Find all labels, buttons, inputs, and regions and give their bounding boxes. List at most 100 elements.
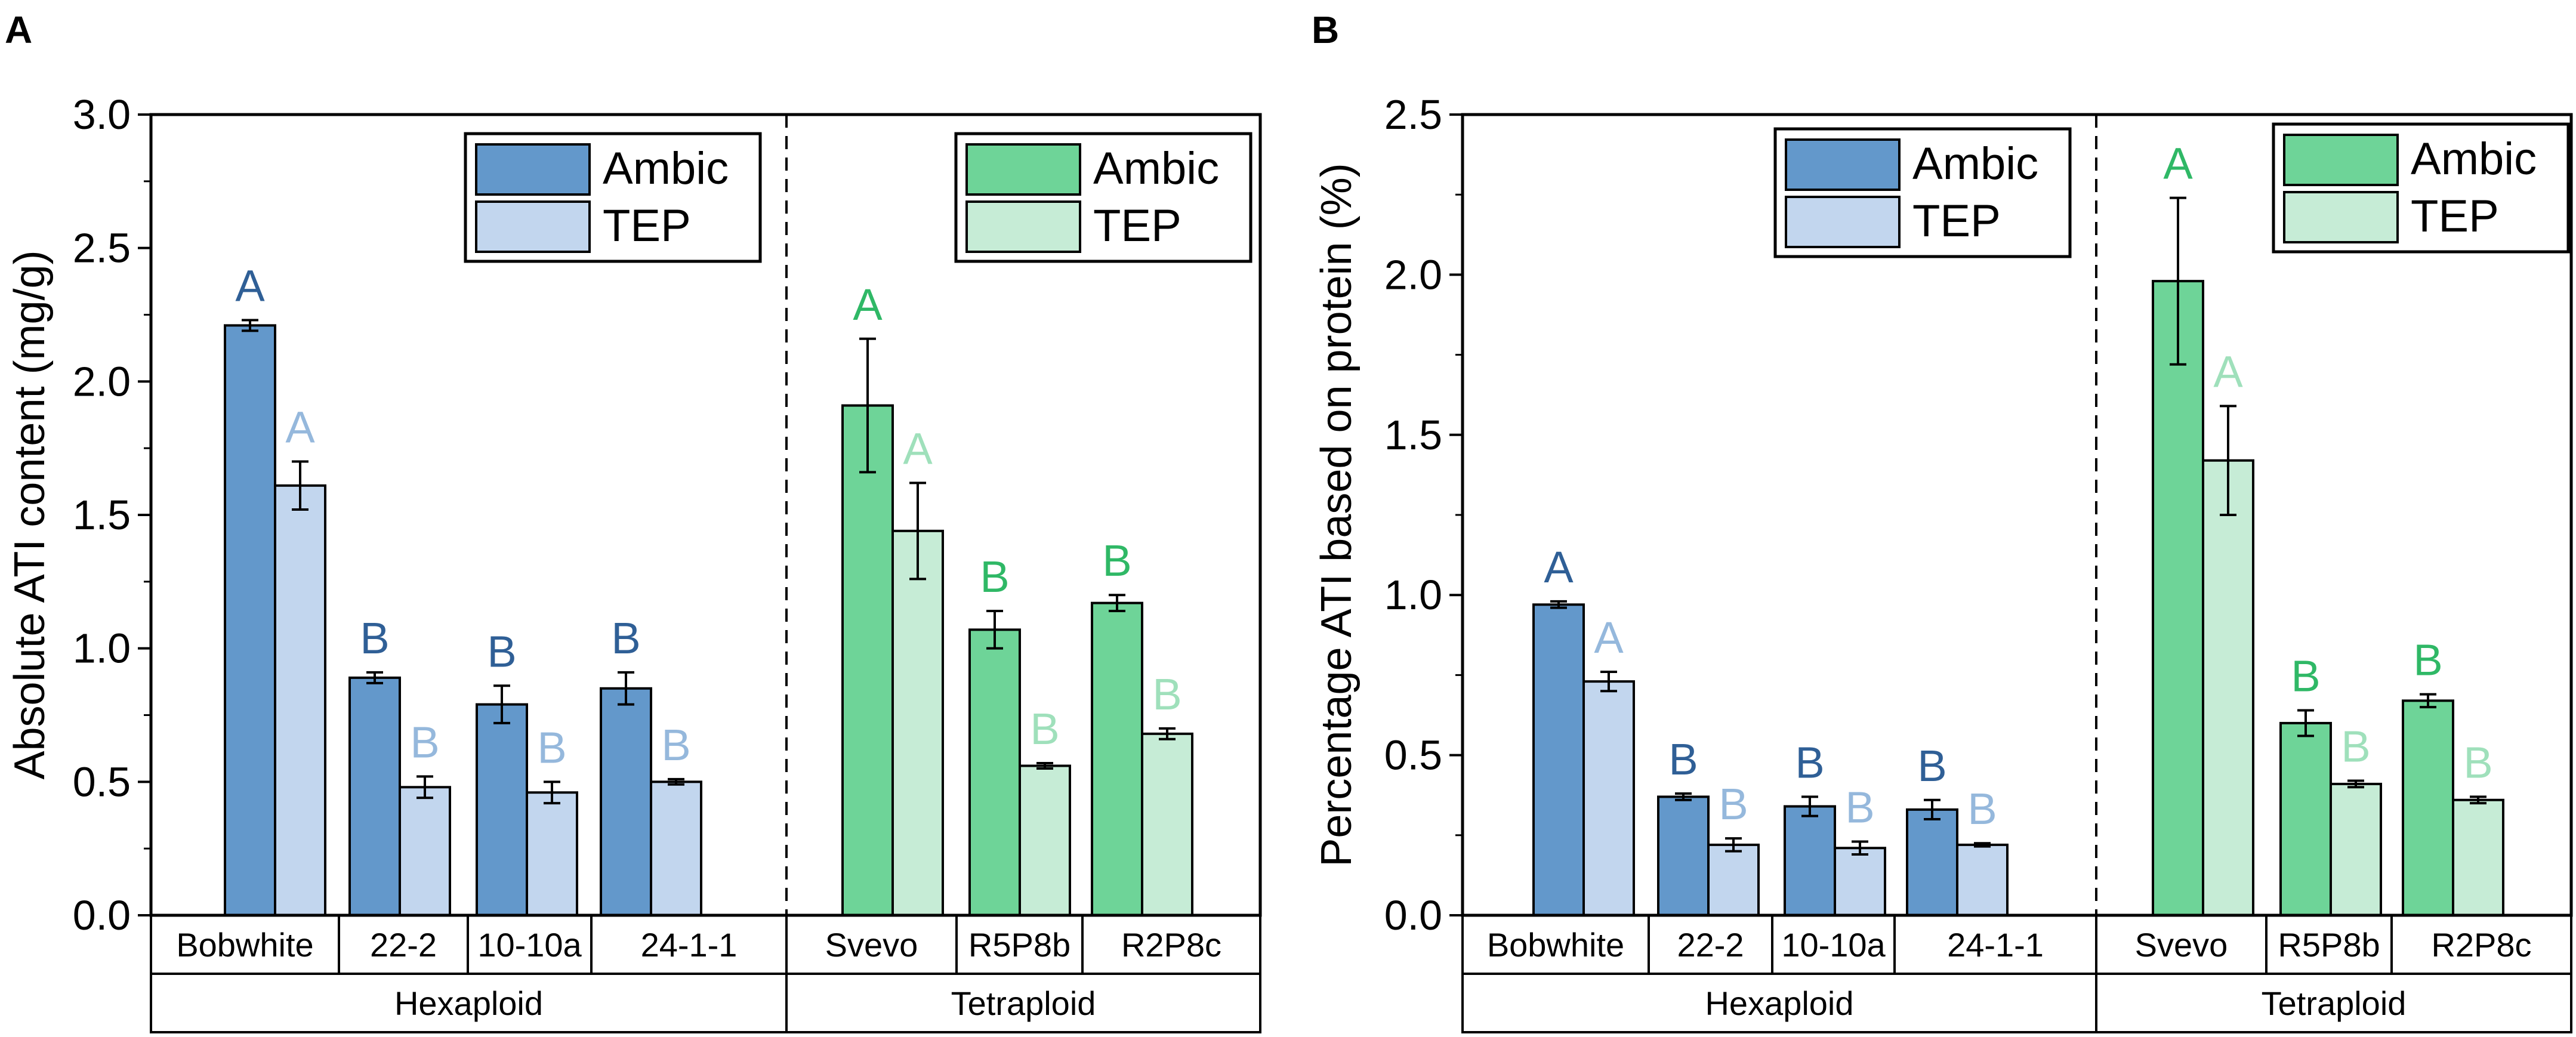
category-label: 10-10a bbox=[477, 926, 582, 964]
legend-label: Ambic bbox=[2411, 134, 2537, 184]
category-label: Bobwhite bbox=[1487, 926, 1624, 964]
bar-ambic bbox=[224, 324, 276, 916]
y-tick-label: 0.5 bbox=[73, 758, 131, 805]
legend-swatch bbox=[2283, 191, 2399, 243]
bar-ambic bbox=[968, 628, 1021, 917]
legend-tetraploid: Ambic TEP bbox=[954, 132, 1252, 263]
significance-letter: A bbox=[285, 403, 315, 452]
y-axis-label: Percentage ATI based on protein (%) bbox=[1313, 163, 1361, 866]
y-tick-label: 2.0 bbox=[73, 358, 131, 405]
y-tick-label: 3.0 bbox=[73, 91, 131, 138]
significance-letter: A bbox=[235, 261, 265, 310]
y-tick-label: 2.5 bbox=[73, 225, 131, 271]
bar-tep bbox=[1956, 843, 2009, 917]
significance-letter: B bbox=[1845, 783, 1874, 832]
bar-tep bbox=[650, 780, 702, 917]
legend-swatch bbox=[1785, 196, 1901, 248]
significance-letter: A bbox=[1544, 542, 1574, 592]
significance-letter: B bbox=[661, 720, 690, 770]
bar-ambic bbox=[1532, 603, 1585, 916]
significance-letter: B bbox=[1030, 704, 1059, 754]
bar-tep bbox=[1019, 764, 1071, 916]
legend-label: Ambic bbox=[1093, 143, 1219, 194]
significance-letter: B bbox=[1967, 784, 1997, 834]
category-label: 10-10a bbox=[1781, 926, 1886, 964]
y-tick-label: 2.0 bbox=[1384, 251, 1442, 298]
bar-ambic bbox=[1091, 601, 1143, 916]
legend-swatch bbox=[965, 200, 1081, 253]
legend-label: TEP bbox=[2411, 191, 2499, 242]
category-label: 24-1-1 bbox=[641, 926, 738, 964]
y-tick-label: 0.0 bbox=[73, 892, 131, 939]
significance-letter: A bbox=[853, 280, 883, 329]
bar-tep bbox=[891, 529, 944, 916]
legend-swatch bbox=[475, 200, 591, 253]
legend-tetraploid: Ambic TEP bbox=[2272, 122, 2570, 254]
y-tick-label: 2.5 bbox=[1384, 91, 1442, 138]
significance-letter: A bbox=[2163, 139, 2193, 189]
significance-letter: B bbox=[1668, 734, 1698, 784]
significance-letter: B bbox=[1795, 737, 1824, 787]
y-tick-label: 1.0 bbox=[1384, 572, 1442, 618]
significance-letter: B bbox=[537, 723, 566, 772]
legend-label: TEP bbox=[603, 200, 691, 251]
bar-tep bbox=[1582, 680, 1635, 916]
bar-tep bbox=[2452, 798, 2504, 916]
significance-letter: B bbox=[980, 552, 1009, 601]
panel-label: A bbox=[5, 8, 32, 51]
significance-letter: B bbox=[1102, 536, 1131, 585]
category-label: R5P8b bbox=[2278, 926, 2380, 964]
legend-swatch bbox=[2283, 134, 2399, 186]
significance-letter: B bbox=[360, 613, 389, 663]
bar-ambic bbox=[476, 703, 528, 917]
category-label: 24-1-1 bbox=[1947, 926, 2044, 964]
bar-ambic bbox=[1657, 795, 1710, 917]
bar-tep bbox=[274, 484, 326, 916]
group-label: Tetraploid bbox=[2262, 984, 2407, 1022]
legend-swatch bbox=[965, 143, 1081, 196]
bar-tep bbox=[1707, 843, 1760, 917]
y-tick-label: 0.0 bbox=[1384, 892, 1442, 939]
bar-ambic bbox=[1906, 808, 1958, 916]
significance-letter: B bbox=[1152, 669, 1181, 719]
y-tick-label: 1.0 bbox=[73, 625, 131, 672]
significance-letter: B bbox=[1719, 779, 1748, 829]
legend-label: TEP bbox=[1912, 196, 2001, 246]
significance-letter: B bbox=[410, 717, 439, 767]
category-label: R5P8b bbox=[968, 926, 1070, 964]
category-label: 22-2 bbox=[1677, 926, 1744, 964]
significance-letter: B bbox=[611, 613, 640, 663]
significance-letter: A bbox=[903, 424, 933, 473]
bar-ambic bbox=[2152, 280, 2204, 916]
significance-letter: B bbox=[2463, 737, 2492, 787]
bar-ambic bbox=[348, 676, 401, 916]
legend-swatch bbox=[1785, 138, 1901, 191]
y-tick-label: 1.5 bbox=[1384, 412, 1442, 458]
panel-A: A Absolute ATI content (mg/g) 0.0 0.5 1.0 1.5… bbox=[5, 8, 1262, 1033]
legend-label: Ambic bbox=[1912, 138, 2038, 189]
significance-letter: B bbox=[2341, 722, 2370, 771]
legend-swatch bbox=[475, 143, 591, 196]
panel-B: B Percentage ATI based on protein (%) 0.0 0… bbox=[1312, 8, 2573, 1033]
category-label: 22-2 bbox=[370, 926, 437, 964]
group-label: Hexaploid bbox=[1705, 984, 1853, 1022]
bar-ambic bbox=[1784, 805, 1836, 917]
category-label: Svevo bbox=[2135, 926, 2228, 964]
category-label: Bobwhite bbox=[176, 926, 313, 964]
bar-tep bbox=[1141, 732, 1193, 917]
legend-label: Ambic bbox=[603, 143, 729, 194]
significance-letter: B bbox=[487, 626, 516, 676]
panel-label: B bbox=[1312, 8, 1339, 51]
bar-ambic bbox=[600, 687, 652, 917]
bar-tep bbox=[399, 786, 451, 917]
significance-letter: B bbox=[1917, 741, 1946, 791]
bar-tep bbox=[2330, 782, 2382, 916]
bar-tep bbox=[2202, 459, 2254, 916]
category-label: Svevo bbox=[825, 926, 918, 964]
significance-letter: B bbox=[2413, 635, 2442, 685]
legend-label: TEP bbox=[1093, 200, 1181, 251]
significance-letter: A bbox=[1594, 613, 1624, 662]
y-tick-label: 1.5 bbox=[73, 492, 131, 538]
bar-ambic bbox=[2402, 699, 2454, 916]
